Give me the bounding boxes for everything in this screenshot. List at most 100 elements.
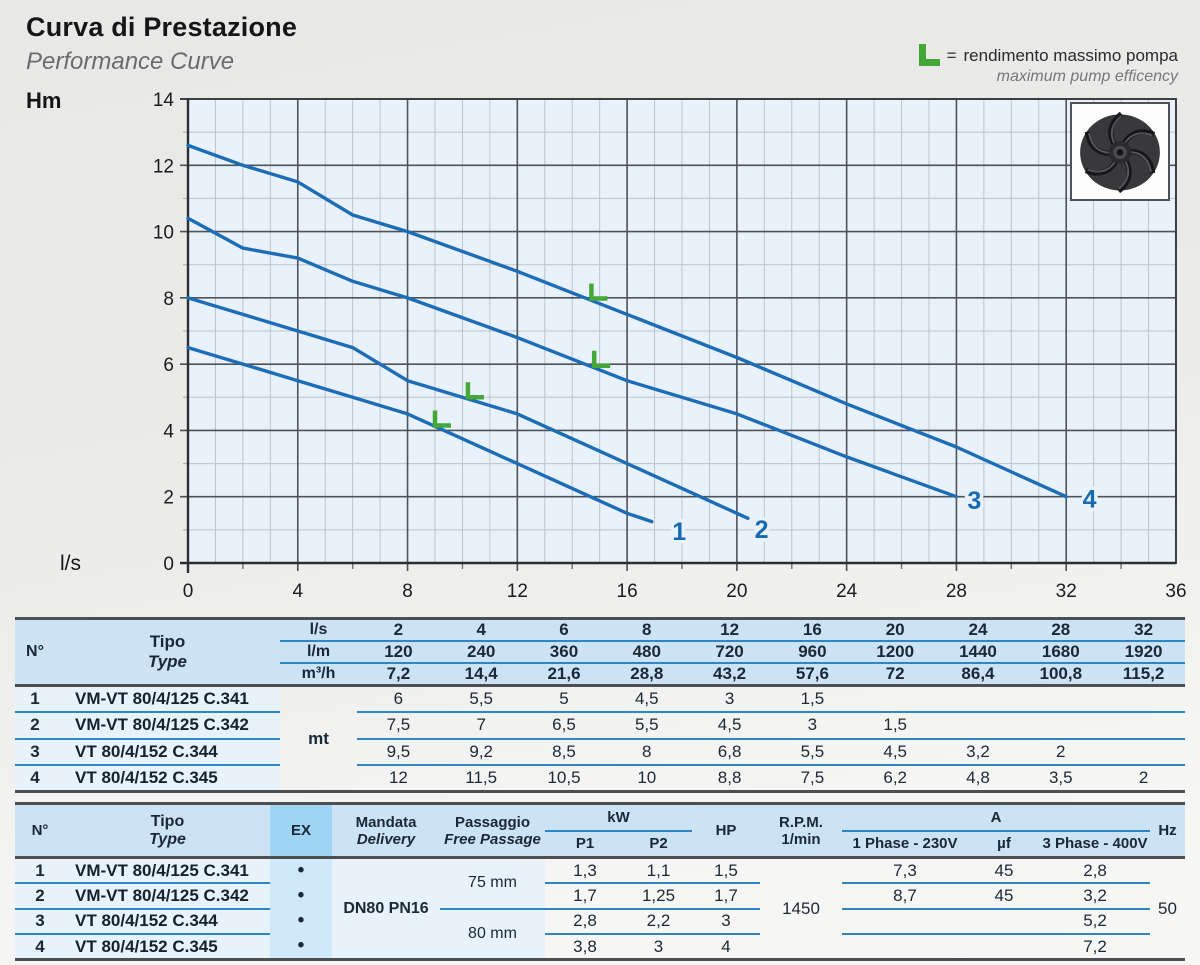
row-number: 3 bbox=[15, 908, 65, 935]
x-axis-title: l/s bbox=[60, 552, 81, 575]
col-header-rpm: R.P.M. 1/min bbox=[760, 803, 842, 859]
rpm-value: 1450 bbox=[782, 898, 820, 918]
col-header-uf: µf bbox=[968, 830, 1040, 859]
col-header-p1: P1 bbox=[545, 830, 625, 859]
efficiency-marker bbox=[591, 350, 611, 369]
curve-number-label: 1 bbox=[672, 518, 686, 546]
col-header-1phase: 1 Phase - 230V bbox=[842, 830, 968, 859]
row-number: 2 bbox=[15, 883, 65, 910]
passage-value: 75 mm bbox=[440, 857, 545, 910]
impeller-icon bbox=[1080, 111, 1160, 194]
x-tick-label: 8 bbox=[402, 581, 413, 602]
type-label: Type bbox=[147, 652, 188, 671]
y-tick-label: 4 bbox=[163, 421, 174, 442]
row-number: 4 bbox=[15, 934, 65, 960]
plot-border bbox=[187, 97, 1177, 565]
col-header-3phase: 3 Phase - 400V bbox=[1040, 830, 1151, 859]
curve-number-label: 3 bbox=[967, 487, 981, 515]
impeller-image bbox=[1070, 102, 1170, 201]
performance-curve bbox=[186, 216, 959, 499]
pump-type: VM-VT 80/4/125 C.342 bbox=[65, 883, 270, 910]
col-header-ex: EX bbox=[270, 803, 332, 859]
passage-value: 80 mm bbox=[440, 908, 545, 960]
curve-number-label: 2 bbox=[755, 516, 769, 544]
efficiency-marker bbox=[432, 410, 451, 428]
col-header-passaggio: Passaggio Free Passage bbox=[440, 803, 545, 859]
table-row: 4 VT 80/4/152 C.345 • 3,8 3 4 7,2 bbox=[15, 934, 1185, 960]
row-number: 2 bbox=[15, 712, 55, 740]
col-header-n: N° bbox=[15, 803, 65, 859]
legend-text-en: maximum pump efficency bbox=[996, 68, 1178, 85]
performance-curve bbox=[186, 296, 750, 520]
table-row: l/m 120 240 360 480 720 960 1200 1440 16… bbox=[15, 641, 1185, 664]
ex-dot: • bbox=[270, 908, 332, 934]
performance-curve bbox=[186, 143, 1068, 499]
tipo-label: Tipo bbox=[149, 632, 186, 651]
col-header-p2: P2 bbox=[625, 830, 692, 859]
page-title: Curva di Prestazione bbox=[26, 12, 298, 42]
row-number: 1 bbox=[15, 857, 65, 884]
x-tick-label: 24 bbox=[836, 581, 858, 602]
curve-number-label: 4 bbox=[1083, 485, 1097, 513]
unit-ls: l/s bbox=[280, 618, 357, 642]
col-header-kw: kW bbox=[545, 803, 692, 832]
specs-table: N° Tipo Type EX Mandata Delivery Passagg… bbox=[15, 802, 1186, 961]
ex-dot: • bbox=[270, 934, 332, 960]
unit-mt: mt bbox=[308, 728, 329, 748]
table-row: 3 VT 80/4/152 C.344 • 80 mm 2,8 2,2 3 5,… bbox=[15, 908, 1185, 960]
efficiency-marker bbox=[465, 382, 484, 400]
y-tick-label: 14 bbox=[153, 90, 175, 111]
table-row: N° Tipo Type l/s 2 4 6 8 12 16 20 24 28 … bbox=[15, 618, 1185, 687]
x-tick-label: 4 bbox=[292, 581, 303, 602]
y-tick-label: 6 bbox=[163, 355, 174, 376]
y-tick-label: 2 bbox=[163, 488, 174, 509]
col-header-tipo: Tipo Type bbox=[55, 618, 280, 687]
y-axis-title: Hm bbox=[26, 88, 62, 113]
x-tick-label: 0 bbox=[183, 581, 194, 602]
row-number: 1 bbox=[15, 685, 55, 713]
pump-type: VM-VT 80/4/125 C.342 bbox=[55, 712, 280, 740]
efficiency-l-icon bbox=[918, 44, 940, 66]
pump-type: VM-VT 80/4/125 C.341 bbox=[65, 857, 270, 884]
efficiency-marker bbox=[589, 283, 608, 301]
ex-dot: • bbox=[270, 883, 332, 909]
col-header-hp: HP bbox=[692, 803, 760, 859]
ex-dot: • bbox=[270, 857, 332, 883]
y-tick-label: 12 bbox=[153, 156, 174, 177]
hz-value: 50 bbox=[1158, 898, 1177, 918]
table-row: m³/h 7,2 14,4 21,6 28,8 43,2 57,6 72 86,… bbox=[15, 663, 1185, 687]
table-row: 1 VM-VT 80/4/125 C.341 • DN80 PN16 75 mm… bbox=[15, 857, 1185, 960]
table-row: 2 VM-VT 80/4/125 C.342 • 1,7 1,25 1,7 8,… bbox=[15, 883, 1185, 910]
table-row: 4 VT 80/4/152 C.345 12 11,5 10,5 10 8,8 … bbox=[15, 765, 1185, 792]
unit-m3h: m³/h bbox=[280, 663, 357, 687]
table-row: 3 VT 80/4/152 C.344 9,5 9,2 8,5 8 6,8 5,… bbox=[15, 738, 1185, 766]
efficiency-legend: = rendimento massimo pompa maximum pump … bbox=[915, 44, 1178, 86]
legend-text-it: rendimento massimo pompa bbox=[963, 45, 1178, 65]
col-header-hz: Hz bbox=[1150, 803, 1186, 859]
pump-type: VT 80/4/152 C.344 bbox=[55, 738, 280, 766]
table-row: 2 VM-VT 80/4/125 C.342 7,5 7 6,5 5,5 4,5… bbox=[15, 712, 1185, 740]
pump-type: VT 80/4/152 C.345 bbox=[55, 765, 280, 792]
x-tick-label: 32 bbox=[1056, 581, 1077, 602]
x-tick-label: 28 bbox=[946, 581, 967, 602]
y-tick-label: 8 bbox=[163, 289, 174, 310]
x-tick-label: 36 bbox=[1165, 581, 1186, 602]
head-values-table: N° Tipo Type l/s 2 4 6 8 12 16 20 24 28 … bbox=[15, 617, 1185, 793]
row-number: 3 bbox=[15, 738, 55, 766]
col-header-a: A bbox=[842, 803, 1151, 832]
table-row: P1 P2 1 Phase - 230V µf 3 Phase - 400V bbox=[15, 830, 1185, 859]
col-header-tipo: Tipo Type bbox=[65, 803, 270, 859]
unit-lm: l/m bbox=[280, 641, 357, 664]
page-subtitle: Performance Curve bbox=[26, 48, 235, 75]
performance-curve bbox=[186, 345, 654, 524]
col-header-mandata: Mandata Delivery bbox=[332, 803, 440, 859]
legend-equals: = bbox=[946, 45, 957, 65]
x-tick-label: 20 bbox=[726, 581, 747, 602]
plot-background bbox=[188, 98, 1176, 564]
table-row: 1 VM-VT 80/4/125 C.341 mt 6 5,5 5 4,5 3 … bbox=[15, 685, 1185, 748]
pump-type: VT 80/4/152 C.344 bbox=[65, 908, 270, 935]
x-tick-label: 16 bbox=[617, 581, 638, 602]
pump-type: VT 80/4/152 C.345 bbox=[65, 934, 270, 960]
